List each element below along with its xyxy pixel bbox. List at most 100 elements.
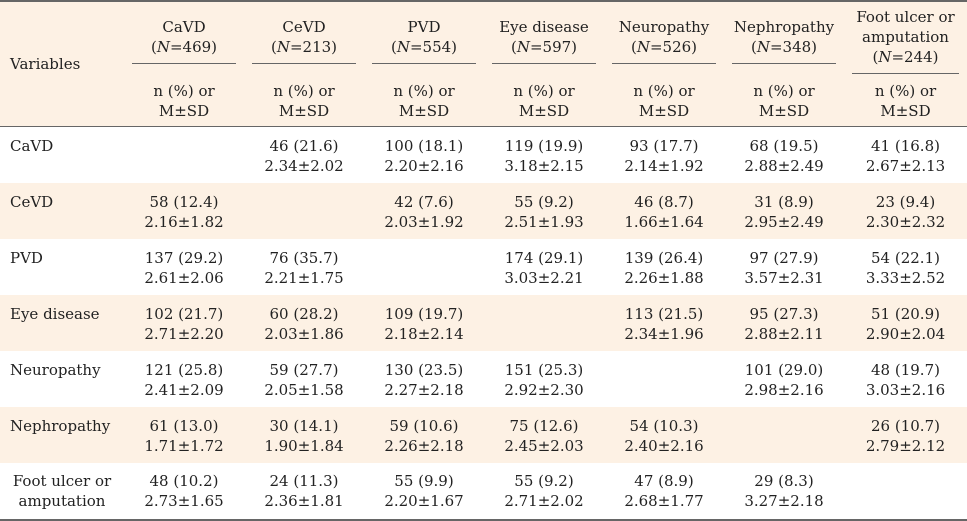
cell-mean-sd: 2.40±2.16 — [624, 437, 704, 455]
column-header: CeVD (N=213) — [244, 0, 364, 79]
cell-mean-sd: 2.98±2.16 — [744, 381, 824, 399]
n-label: N — [878, 48, 892, 66]
table-row: PVD 137 (29.2) 2.61±2.06 76 (35.7) 2.21±1.75… — [0, 239, 967, 295]
table-row: Neuropathy 121 (25.8) 2.41±2.09 59 (27.7) 2.… — [0, 351, 967, 407]
n-label: N — [756, 38, 770, 56]
column-name: Nephropathy — [733, 18, 835, 36]
column-subheader: n (%) or M±SD — [484, 79, 604, 127]
column-subheader: n (%) or M±SD — [124, 79, 244, 127]
table-cell — [484, 295, 604, 351]
cell-count: 47 (8.9) — [634, 472, 694, 490]
column-header: Foot ulcer or amputation (N=244) — [844, 0, 967, 79]
cell-mean-sd: 2.73±1.65 — [144, 492, 224, 510]
cell-mean-sd: 3.27±2.18 — [744, 492, 824, 510]
table-cell: 48 (19.7) 3.03±2.16 — [844, 351, 967, 407]
cell-mean-sd: 1.71±1.72 — [144, 437, 224, 455]
cell-mean-sd: 2.36±1.81 — [264, 492, 344, 510]
table-cell: 51 (20.9) 2.90±2.04 — [844, 295, 967, 351]
cell-mean-sd: 2.67±2.13 — [865, 157, 946, 175]
table-cell: 93 (17.7) 2.14±1.92 — [604, 127, 724, 184]
cell-mean-sd: 2.61±2.06 — [144, 269, 224, 287]
cell-count: 61 (13.0) — [149, 417, 219, 435]
table-cell: 30 (14.1) 1.90±1.84 — [244, 407, 364, 463]
row-label: CaVD — [0, 127, 124, 184]
n-label: N — [156, 38, 170, 56]
table-cell — [844, 463, 967, 521]
cell-count: 55 (9.9) — [394, 472, 454, 490]
cell-count: 137 (29.2) — [144, 249, 224, 267]
column-subheader: n (%) or M±SD — [844, 79, 967, 127]
cell-mean-sd: 2.34±2.02 — [264, 157, 344, 175]
n-value: =244) — [891, 48, 939, 66]
cell-count: 42 (7.6) — [394, 193, 454, 211]
column-name: CaVD — [162, 18, 206, 36]
n-value: =469) — [169, 38, 218, 56]
column-header: Nephropathy (N=348) — [724, 0, 844, 79]
row-label-line: CeVD — [10, 193, 54, 211]
cell-count: 121 (25.8) — [144, 361, 224, 379]
cell-mean-sd: 2.45±2.03 — [504, 437, 584, 455]
cell-mean-sd: 2.03±1.86 — [264, 325, 344, 343]
row-label: Eye disease — [0, 295, 124, 351]
cell-mean-sd: 2.92±2.30 — [504, 381, 584, 399]
column-name: Neuropathy — [618, 18, 710, 36]
column-subheader: n (%) or M±SD — [604, 79, 724, 127]
cell-count: 119 (19.9) — [504, 137, 584, 155]
cell-count: 24 (11.3) — [269, 472, 339, 490]
table-row: Nephropathy 61 (13.0) 1.71±1.72 30 (14.1) 1.… — [0, 407, 967, 463]
cell-mean-sd: 2.26±1.88 — [624, 269, 704, 287]
cell-mean-sd: 2.71±2.20 — [144, 325, 224, 343]
cell-mean-sd: 3.33±2.52 — [865, 269, 946, 287]
n-value: =213) — [289, 38, 338, 56]
column-name: CeVD — [282, 18, 326, 36]
column-header: PVD (N=554) — [364, 0, 484, 79]
table-cell: 61 (13.0) 1.71±1.72 — [124, 407, 244, 463]
row-label-line: amputation — [18, 492, 106, 510]
row-label: Neuropathy — [0, 351, 124, 407]
cell-mean-sd: 1.90±1.84 — [264, 437, 344, 455]
table-row: Foot ulcer or amputation 48 (10.2) 2.73±1.6… — [0, 463, 967, 521]
cell-mean-sd: 3.57±2.31 — [744, 269, 824, 287]
cell-mean-sd: 3.03±2.16 — [865, 381, 946, 399]
cell-count: 58 (12.4) — [149, 193, 219, 211]
table-cell — [724, 407, 844, 463]
cell-mean-sd: 2.30±2.32 — [865, 213, 946, 231]
table-cell: 55 (9.2) 2.51±1.93 — [484, 183, 604, 239]
cell-mean-sd: 2.14±1.92 — [624, 157, 704, 175]
column-subheader: n (%) or M±SD — [724, 79, 844, 127]
cell-count: 75 (12.6) — [509, 417, 579, 435]
n-label: N — [396, 38, 410, 56]
table-cell: 121 (25.8) 2.41±2.09 — [124, 351, 244, 407]
table-row: CeVD 58 (12.4) 2.16±1.82 42 (7.6) 2.03±1.92 5… — [0, 183, 967, 239]
cell-mean-sd: 2.68±1.77 — [624, 492, 704, 510]
table-cell: 95 (27.3) 2.88±2.11 — [724, 295, 844, 351]
cell-count: 23 (9.4) — [875, 193, 936, 211]
row-label-line: Eye disease — [10, 305, 100, 323]
table-cell: 101 (29.0) 2.98±2.16 — [724, 351, 844, 407]
row-label-line: Neuropathy — [10, 361, 101, 379]
cell-count: 60 (28.2) — [269, 305, 339, 323]
cell-count: 93 (17.7) — [629, 137, 699, 155]
cell-count: 55 (9.2) — [514, 193, 574, 211]
cell-count: 54 (10.3) — [629, 417, 699, 435]
row-label-line: Nephropathy — [10, 417, 111, 435]
column-subheader: n (%) or M±SD — [244, 79, 364, 127]
cell-count: 97 (27.9) — [749, 249, 819, 267]
cell-mean-sd: 2.20±2.16 — [384, 157, 464, 175]
cell-mean-sd: 2.16±1.82 — [144, 213, 224, 231]
table-cell: 130 (23.5) 2.27±2.18 — [364, 351, 484, 407]
cell-count: 113 (21.5) — [624, 305, 704, 323]
cell-count: 68 (19.5) — [749, 137, 819, 155]
row-label-line: Foot ulcer or — [12, 472, 112, 490]
table-row: Eye disease 102 (21.7) 2.71±2.20 60 (28.2) 2… — [0, 295, 967, 351]
n-value: =526) — [649, 38, 698, 56]
row-label: Foot ulcer or amputation — [0, 463, 124, 521]
cell-mean-sd: 1.66±1.64 — [624, 213, 704, 231]
table-cell: 76 (35.7) 2.21±1.75 — [244, 239, 364, 295]
table-cell — [124, 127, 244, 184]
cell-mean-sd: 2.88±2.11 — [744, 325, 824, 343]
cell-mean-sd: 2.34±1.96 — [624, 325, 704, 343]
column-name: Eye disease — [499, 18, 589, 36]
table-cell: 47 (8.9) 2.68±1.77 — [604, 463, 724, 521]
table-row: CaVD 46 (21.6) 2.34±2.02 100 (18.1) 2.20±2.1… — [0, 127, 967, 184]
